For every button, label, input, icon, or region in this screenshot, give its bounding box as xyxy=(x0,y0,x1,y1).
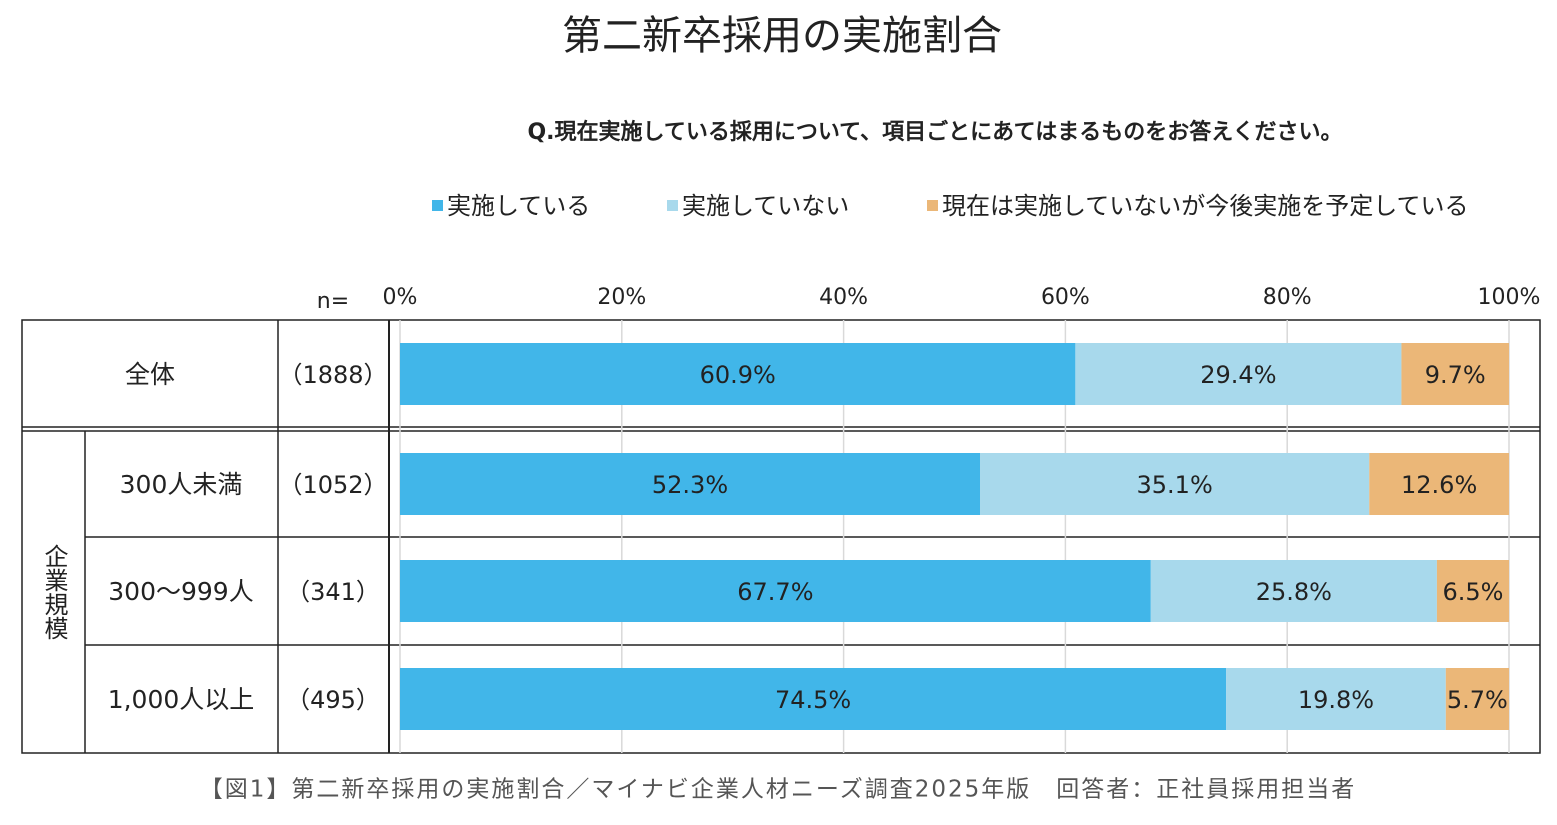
value-label: 35.1% xyxy=(1137,471,1213,499)
legend-label: 現在は実施していないが今後実施を予定している xyxy=(942,192,1469,220)
value-label: 74.5% xyxy=(775,686,851,714)
bar-segment xyxy=(400,668,1227,730)
bar-segment xyxy=(1226,668,1446,730)
bar-segment xyxy=(1445,668,1509,730)
value-label: 9.7% xyxy=(1425,361,1486,389)
n-label: （341） xyxy=(286,578,380,606)
category-label: 300人未満 xyxy=(120,470,243,499)
legend-label: 実施していない xyxy=(682,192,849,220)
x-tick-label: 80% xyxy=(1263,285,1312,310)
category-label: 全体 xyxy=(125,360,175,389)
x-tick-label: 40% xyxy=(819,285,868,310)
caption: 【図1】第二新卒採用の実施割合／マイナビ企業人材ニーズ調査2025年版 回答者：… xyxy=(200,777,1357,803)
n-label: （1052） xyxy=(278,471,387,499)
chart-subtitle: Q.現在実施している採用について、項目ごとにあてはまるものをお答えください。 xyxy=(527,119,1342,145)
group-label: 企業規模 xyxy=(40,544,68,640)
n-header: n= xyxy=(317,289,349,314)
bar-segment xyxy=(980,453,1370,515)
value-label: 25.8% xyxy=(1256,578,1332,606)
bar-segment xyxy=(1150,560,1437,622)
value-label: 12.6% xyxy=(1401,471,1477,499)
x-tick-label: 60% xyxy=(1041,285,1090,310)
bar-segment xyxy=(400,453,981,515)
chart-title: 第二新卒採用の実施割合 xyxy=(562,13,1002,59)
x-tick-label: 0% xyxy=(383,285,418,310)
value-label: 5.7% xyxy=(1447,686,1508,714)
n-label: （495） xyxy=(286,686,380,714)
value-label: 6.5% xyxy=(1442,578,1503,606)
bar-segment xyxy=(1436,560,1509,622)
legend-label: 実施している xyxy=(447,192,590,220)
legend-swatch xyxy=(927,200,938,211)
value-label: 29.4% xyxy=(1200,361,1276,389)
x-tick-label: 20% xyxy=(597,285,646,310)
bar-segment xyxy=(1075,343,1402,405)
value-label: 52.3% xyxy=(652,471,728,499)
value-label: 67.7% xyxy=(737,578,813,606)
category-label: 1,000人以上 xyxy=(108,685,255,714)
bar-segment xyxy=(400,560,1151,622)
bar-segment xyxy=(1369,453,1509,515)
bar-segment xyxy=(400,343,1076,405)
bar-segment xyxy=(1401,343,1509,405)
category-label: 300～999人 xyxy=(108,577,253,606)
value-label: 19.8% xyxy=(1298,686,1374,714)
value-label: 60.9% xyxy=(700,361,776,389)
x-tick-label: 100% xyxy=(1478,285,1541,310)
n-label: （1888） xyxy=(278,361,387,389)
legend-swatch xyxy=(667,200,678,211)
legend-swatch xyxy=(432,200,443,211)
